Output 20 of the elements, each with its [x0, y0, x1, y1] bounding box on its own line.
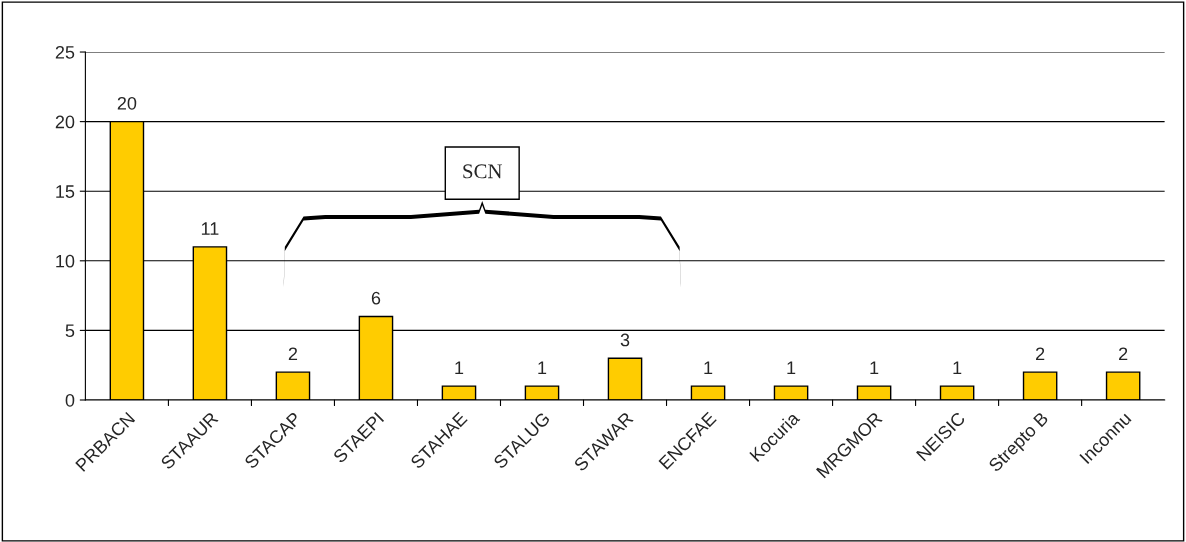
data-label: 3 [620, 333, 630, 347]
y-tick-label: 10 [56, 254, 75, 268]
annotation: SCN [463, 164, 503, 179]
data-label: 20 [117, 96, 137, 110]
y-tick-label: 0 [65, 393, 75, 407]
data-label: 1 [953, 361, 962, 374]
y-tick-label: 15 [56, 185, 75, 198]
data-label: 2 [1119, 347, 1128, 361]
data-label: 2 [1036, 347, 1045, 361]
data-label: 1 [787, 361, 796, 374]
data-label: 1 [538, 361, 547, 374]
data-label: 11 [201, 222, 219, 235]
data-label: 1 [870, 361, 879, 374]
y-tick-label: 20 [55, 115, 75, 129]
data-label: 2 [288, 347, 298, 361]
y-tick-label: 25 [55, 45, 75, 59]
y-tick-label: 5 [65, 324, 75, 338]
data-label: 1 [704, 361, 713, 374]
data-label: 1 [455, 361, 464, 374]
data-label: 6 [371, 291, 381, 305]
